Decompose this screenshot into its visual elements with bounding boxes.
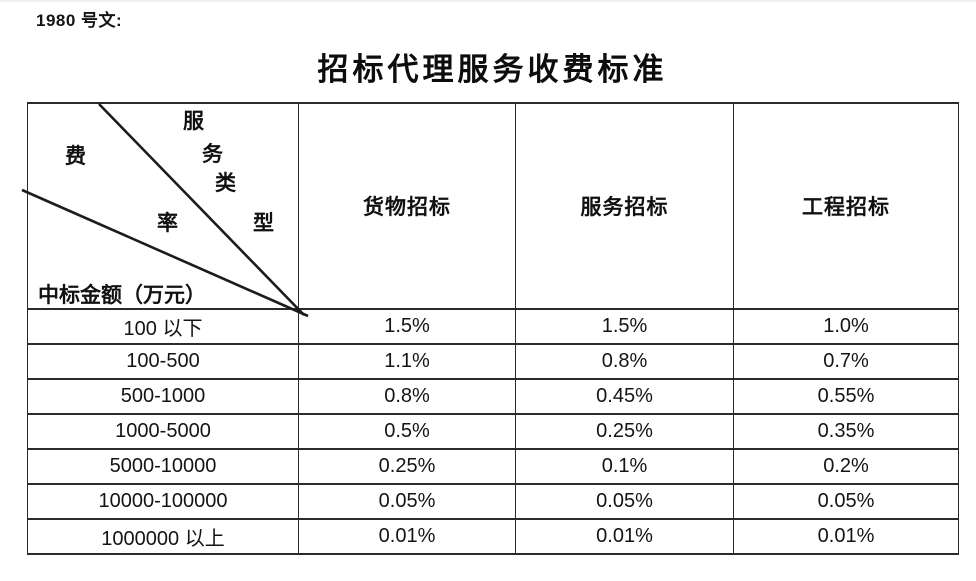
- corner-char-lei: 类: [215, 171, 236, 195]
- row-label: 5000-10000: [27, 448, 299, 485]
- column-header-services: 服务招标: [515, 102, 734, 310]
- row-label: 100-500: [27, 343, 299, 380]
- cell-value: 0.05%: [515, 483, 734, 520]
- table-header-row: 费 服 务 类 率 型 中标金额（万元） 货物招标 服务招标 工程招标: [21, 102, 959, 318]
- table-row: 500-1000 0.8% 0.45% 0.55%: [27, 378, 959, 415]
- doc-number: 1980 号文:: [36, 11, 123, 30]
- corner-char-fu: 服: [183, 109, 204, 133]
- table-row: 1000000 以上 0.01% 0.01% 0.01%: [27, 518, 959, 555]
- cell-value: 0.45%: [515, 378, 734, 415]
- row-label: 1000000 以上: [27, 518, 299, 555]
- cell-value: 1.0%: [733, 308, 959, 345]
- table-row: 1000-5000 0.5% 0.25% 0.35%: [27, 413, 959, 450]
- column-header-engineering: 工程招标: [733, 102, 959, 310]
- cell-value: 1.5%: [298, 308, 516, 345]
- row-label: 100 以下: [27, 308, 299, 345]
- cell-value: 0.5%: [298, 413, 516, 450]
- corner-char-wu: 务: [202, 142, 223, 166]
- corner-char-xing: 型: [253, 211, 274, 235]
- cell-value: 0.7%: [733, 343, 959, 380]
- corner-char-fei: 费: [65, 144, 86, 168]
- column-header-goods: 货物招标: [298, 102, 516, 310]
- cell-value: 0.01%: [515, 518, 734, 555]
- row-label: 1000-5000: [27, 413, 299, 450]
- cell-value: 0.01%: [298, 518, 516, 555]
- page-title: 招标代理服务收费标准: [317, 52, 668, 87]
- table-row: 100 以下 1.5% 1.5% 1.0%: [27, 308, 959, 345]
- diagonal-divider-lines: [21, 103, 309, 318]
- table-row: 100-500 1.1% 0.8% 0.7%: [27, 343, 959, 380]
- row-label: 10000-100000: [27, 483, 299, 520]
- cell-value: 0.35%: [733, 413, 959, 450]
- corner-amount-label: 中标金额（万元）: [38, 283, 206, 307]
- page-edge-line: [0, 0, 976, 2]
- cell-value: 0.8%: [515, 343, 734, 380]
- corner-char-lv: 率: [157, 211, 178, 235]
- cell-value: 1.1%: [298, 343, 516, 380]
- cell-value: 0.2%: [733, 448, 959, 485]
- table-row: 10000-100000 0.05% 0.05% 0.05%: [27, 483, 959, 520]
- cell-value: 0.25%: [515, 413, 734, 450]
- cell-value: 0.25%: [298, 448, 516, 485]
- cell-value: 1.5%: [515, 308, 734, 345]
- cell-value: 0.8%: [298, 378, 516, 415]
- cell-value: 0.55%: [733, 378, 959, 415]
- table-row: 5000-10000 0.25% 0.1% 0.2%: [27, 448, 959, 485]
- cell-value: 0.05%: [298, 483, 516, 520]
- fee-rate-table: 费 服 务 类 率 型 中标金额（万元） 货物招标 服务招标 工程招标 100 …: [21, 102, 959, 555]
- table-corner-cell: 费 服 务 类 率 型 中标金额（万元）: [21, 102, 309, 318]
- cell-value: 0.01%: [733, 518, 959, 555]
- row-label: 500-1000: [27, 378, 299, 415]
- cell-value: 0.05%: [733, 483, 959, 520]
- cell-value: 0.1%: [515, 448, 734, 485]
